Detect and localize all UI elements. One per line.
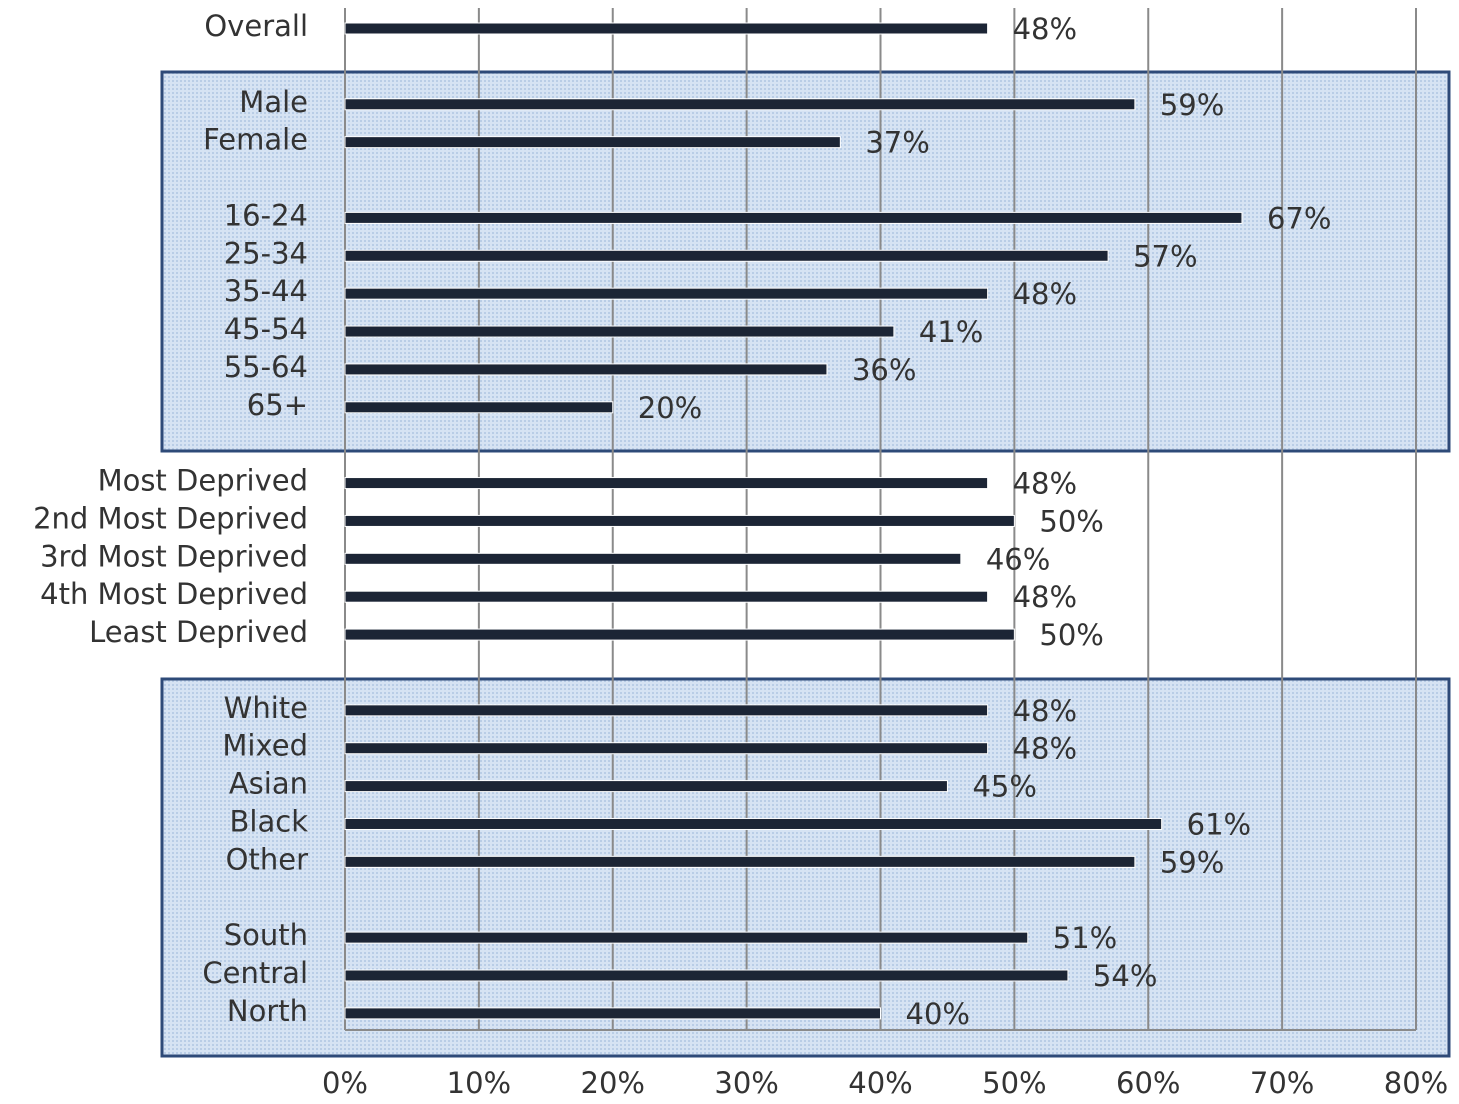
bar bbox=[344, 590, 989, 603]
value-label: 46% bbox=[986, 542, 1050, 576]
value-label: 48% bbox=[1013, 694, 1077, 728]
y-tick-label: Overall bbox=[204, 9, 308, 43]
y-tick-label: South bbox=[224, 918, 308, 952]
y-tick-label: 4th Most Deprived bbox=[40, 577, 308, 611]
value-label: 48% bbox=[1013, 12, 1077, 46]
y-tick-label: 16-24 bbox=[224, 198, 308, 232]
bar bbox=[344, 742, 989, 755]
y-tick-label: 2nd Most Deprived bbox=[33, 501, 308, 535]
value-label: 67% bbox=[1267, 201, 1331, 235]
bar bbox=[344, 98, 1136, 111]
bar bbox=[344, 628, 1015, 641]
value-label: 59% bbox=[1160, 845, 1224, 879]
value-label: 48% bbox=[1013, 732, 1077, 766]
value-label: 57% bbox=[1133, 239, 1197, 273]
y-tick-label: 35-44 bbox=[224, 274, 308, 308]
bar bbox=[344, 211, 1243, 224]
x-tick-label: 70% bbox=[1250, 1066, 1314, 1100]
bar bbox=[344, 704, 989, 717]
y-tick-label: Least Deprived bbox=[89, 615, 308, 649]
x-tick-label: 50% bbox=[982, 1066, 1046, 1100]
bar bbox=[344, 136, 841, 149]
value-label: 61% bbox=[1187, 807, 1251, 841]
bar bbox=[344, 969, 1069, 982]
x-tick-label: 60% bbox=[1116, 1066, 1180, 1100]
x-tick-label: 20% bbox=[581, 1066, 645, 1100]
value-label: 36% bbox=[852, 353, 916, 387]
value-label: 54% bbox=[1093, 959, 1157, 993]
bar bbox=[344, 477, 989, 490]
bar bbox=[344, 780, 948, 793]
y-tick-label: North bbox=[227, 994, 308, 1028]
y-tick-label: 55-64 bbox=[224, 350, 308, 384]
y-tick-label: 3rd Most Deprived bbox=[40, 539, 308, 573]
y-tick-label: Male bbox=[239, 85, 308, 119]
bar bbox=[344, 1007, 881, 1020]
value-label: 51% bbox=[1053, 921, 1117, 955]
value-label: 50% bbox=[1039, 618, 1103, 652]
value-label: 48% bbox=[1013, 467, 1077, 501]
y-tick-label: 45-54 bbox=[224, 312, 308, 346]
bar bbox=[344, 514, 1015, 527]
plot: 0% 10% 20% 30% 40% 50% 60% 70% 80% Overall 48% Male… bbox=[33, 8, 1448, 1100]
y-tick-label: 25-34 bbox=[224, 236, 308, 270]
y-tick-label: Central bbox=[202, 956, 308, 990]
value-label: 50% bbox=[1039, 504, 1103, 538]
value-label: 37% bbox=[865, 126, 929, 160]
value-label: 48% bbox=[1013, 580, 1077, 614]
y-tick-label: Female bbox=[203, 123, 308, 157]
value-label: 48% bbox=[1013, 277, 1077, 311]
bar bbox=[344, 552, 962, 565]
y-tick-label: White bbox=[224, 691, 308, 725]
y-tick-label: Black bbox=[230, 804, 309, 838]
x-tick-label: 10% bbox=[447, 1066, 511, 1100]
y-tick-label: Most Deprived bbox=[98, 464, 308, 498]
bar bbox=[344, 22, 989, 35]
value-label: 40% bbox=[906, 997, 970, 1031]
x-tick-label: 30% bbox=[714, 1066, 778, 1100]
bar bbox=[344, 931, 1029, 944]
x-tick-label: 0% bbox=[322, 1066, 368, 1100]
bar bbox=[344, 325, 895, 338]
y-tick-label: Other bbox=[226, 842, 308, 876]
bar bbox=[344, 401, 614, 414]
x-tick-label: 40% bbox=[848, 1066, 912, 1100]
y-tick-label: Mixed bbox=[222, 729, 308, 763]
bar bbox=[344, 817, 1163, 830]
value-label: 45% bbox=[972, 770, 1036, 804]
value-label: 59% bbox=[1160, 88, 1224, 122]
bar bbox=[344, 287, 989, 300]
bar bbox=[344, 249, 1109, 262]
value-label: 20% bbox=[638, 391, 702, 425]
value-label: 41% bbox=[919, 315, 983, 349]
bar bbox=[344, 855, 1136, 868]
x-tick-label: 80% bbox=[1384, 1066, 1448, 1100]
bar bbox=[344, 363, 828, 376]
y-tick-label: Asian bbox=[229, 767, 308, 801]
y-tick-label: 65+ bbox=[247, 388, 308, 422]
